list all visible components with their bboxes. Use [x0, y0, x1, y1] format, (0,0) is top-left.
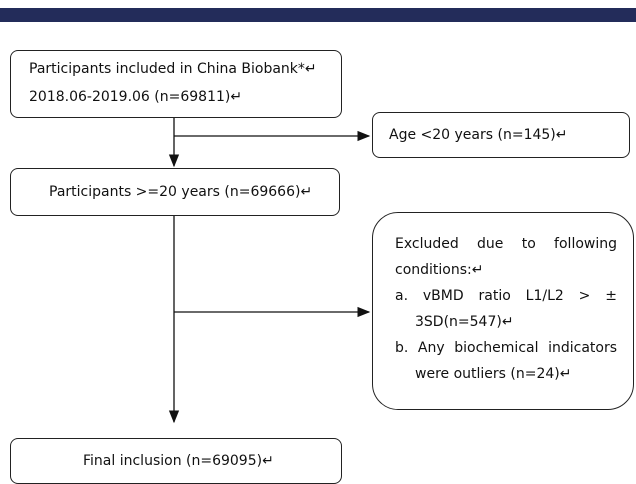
- node: Age <20 years (n=145)↵: [372, 112, 630, 158]
- node: Final inclusion (n=69095)↵: [10, 438, 342, 484]
- node-text: a. vBMD ratio L1/L2 > ± 3SD(n=547)↵: [395, 288, 617, 330]
- node-text: Participants >=20 years (n=69666)↵: [49, 184, 313, 200]
- banner: [0, 8, 636, 22]
- node: Excluded due to following conditions:↵ a…: [372, 212, 634, 410]
- node: Participants included in China Biobank*↵…: [10, 50, 342, 118]
- node-text: Excluded due to following conditions:↵: [395, 236, 617, 278]
- node-text: 2018.06-2019.06 (n=69811)↵: [29, 89, 243, 105]
- node-text: b. Any biochemical indicators were outli…: [395, 340, 617, 382]
- node: Participants >=20 years (n=69666)↵: [10, 168, 340, 216]
- node-text: Age <20 years (n=145)↵: [389, 127, 568, 143]
- node-text: Final inclusion (n=69095)↵: [83, 453, 274, 469]
- node-text: Participants included in China Biobank*↵: [29, 61, 317, 77]
